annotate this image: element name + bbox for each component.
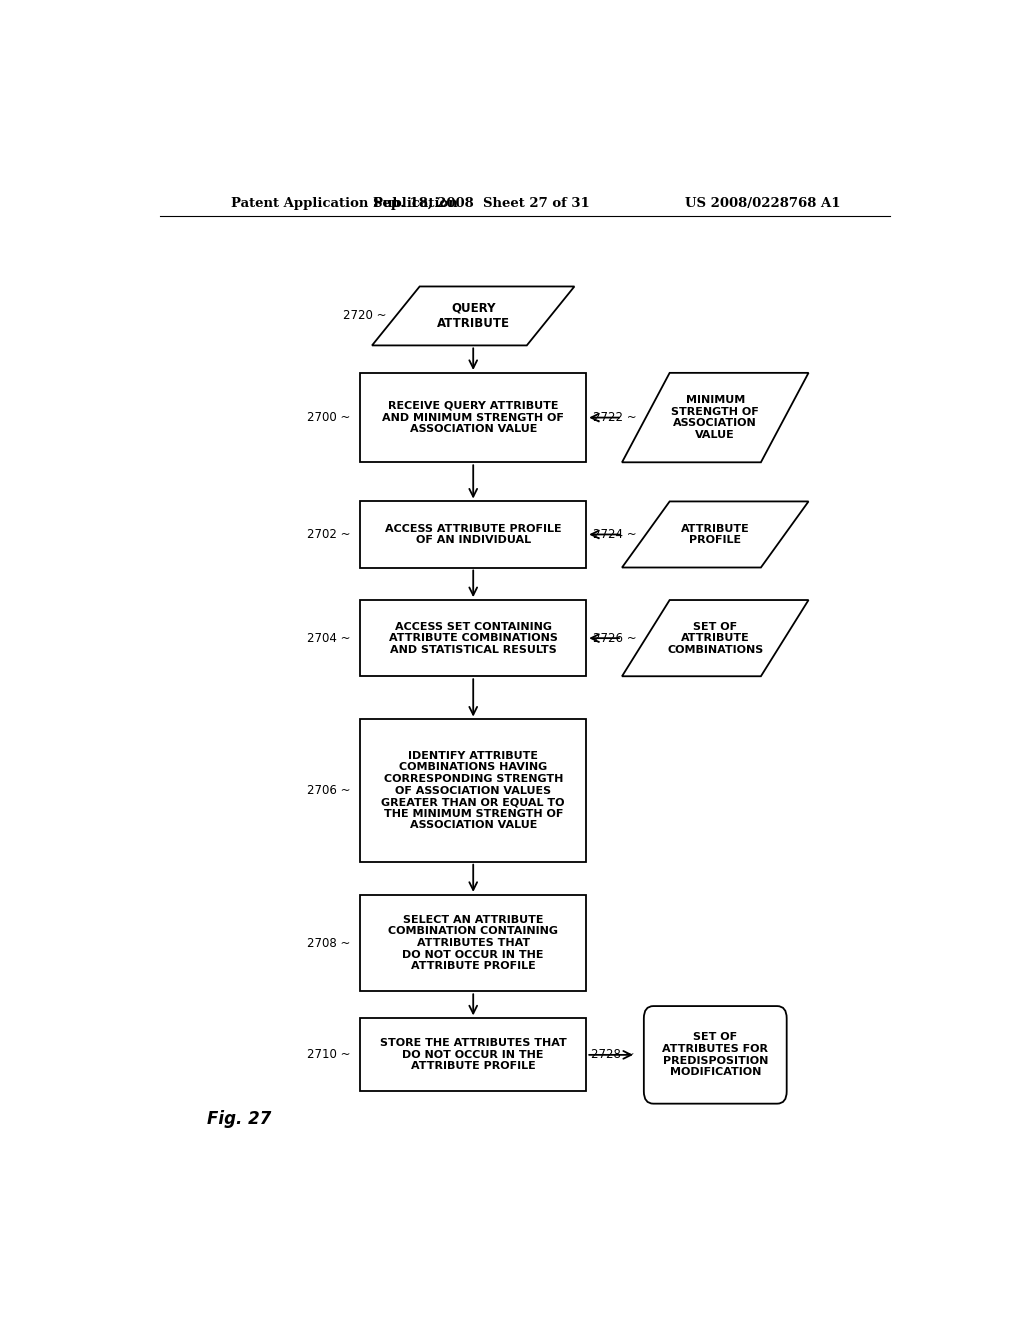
FancyBboxPatch shape — [644, 1006, 786, 1104]
Polygon shape — [372, 286, 574, 346]
Bar — [360, 719, 587, 862]
Text: STORE THE ATTRIBUTES THAT
DO NOT OCCUR IN THE
ATTRIBUTE PROFILE: STORE THE ATTRIBUTES THAT DO NOT OCCUR I… — [380, 1039, 566, 1072]
Text: US 2008/0228768 A1: US 2008/0228768 A1 — [685, 197, 841, 210]
Text: 2724 ~: 2724 ~ — [593, 528, 636, 541]
Bar — [360, 372, 587, 462]
Text: Patent Application Publication: Patent Application Publication — [231, 197, 458, 210]
Text: Sep. 18, 2008  Sheet 27 of 31: Sep. 18, 2008 Sheet 27 of 31 — [373, 197, 590, 210]
Text: QUERY
ATTRIBUTE: QUERY ATTRIBUTE — [436, 302, 510, 330]
Text: 2722 ~: 2722 ~ — [593, 411, 636, 424]
Text: 2706 ~: 2706 ~ — [307, 784, 350, 797]
Text: RECEIVE QUERY ATTRIBUTE
AND MINIMUM STRENGTH OF
ASSOCIATION VALUE: RECEIVE QUERY ATTRIBUTE AND MINIMUM STRE… — [382, 401, 564, 434]
Text: SET OF
ATTRIBUTES FOR
PREDISPOSITION
MODIFICATION: SET OF ATTRIBUTES FOR PREDISPOSITION MOD… — [663, 1032, 768, 1077]
Text: MINIMUM
STRENGTH OF
ASSOCIATION
VALUE: MINIMUM STRENGTH OF ASSOCIATION VALUE — [672, 395, 759, 440]
Text: IDENTIFY ATTRIBUTE
COMBINATIONS HAVING
CORRESPONDING STRENGTH
OF ASSOCIATION VAL: IDENTIFY ATTRIBUTE COMBINATIONS HAVING C… — [382, 751, 565, 830]
Text: ACCESS SET CONTAINING
ATTRIBUTE COMBINATIONS
AND STATISTICAL RESULTS: ACCESS SET CONTAINING ATTRIBUTE COMBINAT… — [389, 622, 558, 655]
Text: 2700 ~: 2700 ~ — [307, 411, 350, 424]
Polygon shape — [622, 372, 809, 462]
Text: 2704 ~: 2704 ~ — [307, 632, 350, 644]
Text: 2726 ~: 2726 ~ — [593, 632, 636, 644]
Text: Fig. 27: Fig. 27 — [207, 1110, 271, 1127]
Text: 2728 ~: 2728 ~ — [591, 1048, 634, 1061]
Text: 2708 ~: 2708 ~ — [307, 937, 350, 949]
Bar — [360, 895, 587, 991]
Text: ATTRIBUTE
PROFILE: ATTRIBUTE PROFILE — [681, 524, 750, 545]
Text: 2710 ~: 2710 ~ — [307, 1048, 350, 1061]
Bar — [360, 502, 587, 568]
Text: SET OF
ATTRIBUTE
COMBINATIONS: SET OF ATTRIBUTE COMBINATIONS — [668, 622, 763, 655]
Text: SELECT AN ATTRIBUTE
COMBINATION CONTAINING
ATTRIBUTES THAT
DO NOT OCCUR IN THE
A: SELECT AN ATTRIBUTE COMBINATION CONTAINI… — [388, 915, 558, 972]
Text: 2720 ~: 2720 ~ — [343, 309, 386, 322]
Text: ACCESS ATTRIBUTE PROFILE
OF AN INDIVIDUAL: ACCESS ATTRIBUTE PROFILE OF AN INDIVIDUA… — [385, 524, 561, 545]
Polygon shape — [622, 601, 809, 676]
Bar — [360, 601, 587, 676]
Text: 2702 ~: 2702 ~ — [307, 528, 350, 541]
Bar — [360, 1018, 587, 1092]
Polygon shape — [622, 502, 809, 568]
